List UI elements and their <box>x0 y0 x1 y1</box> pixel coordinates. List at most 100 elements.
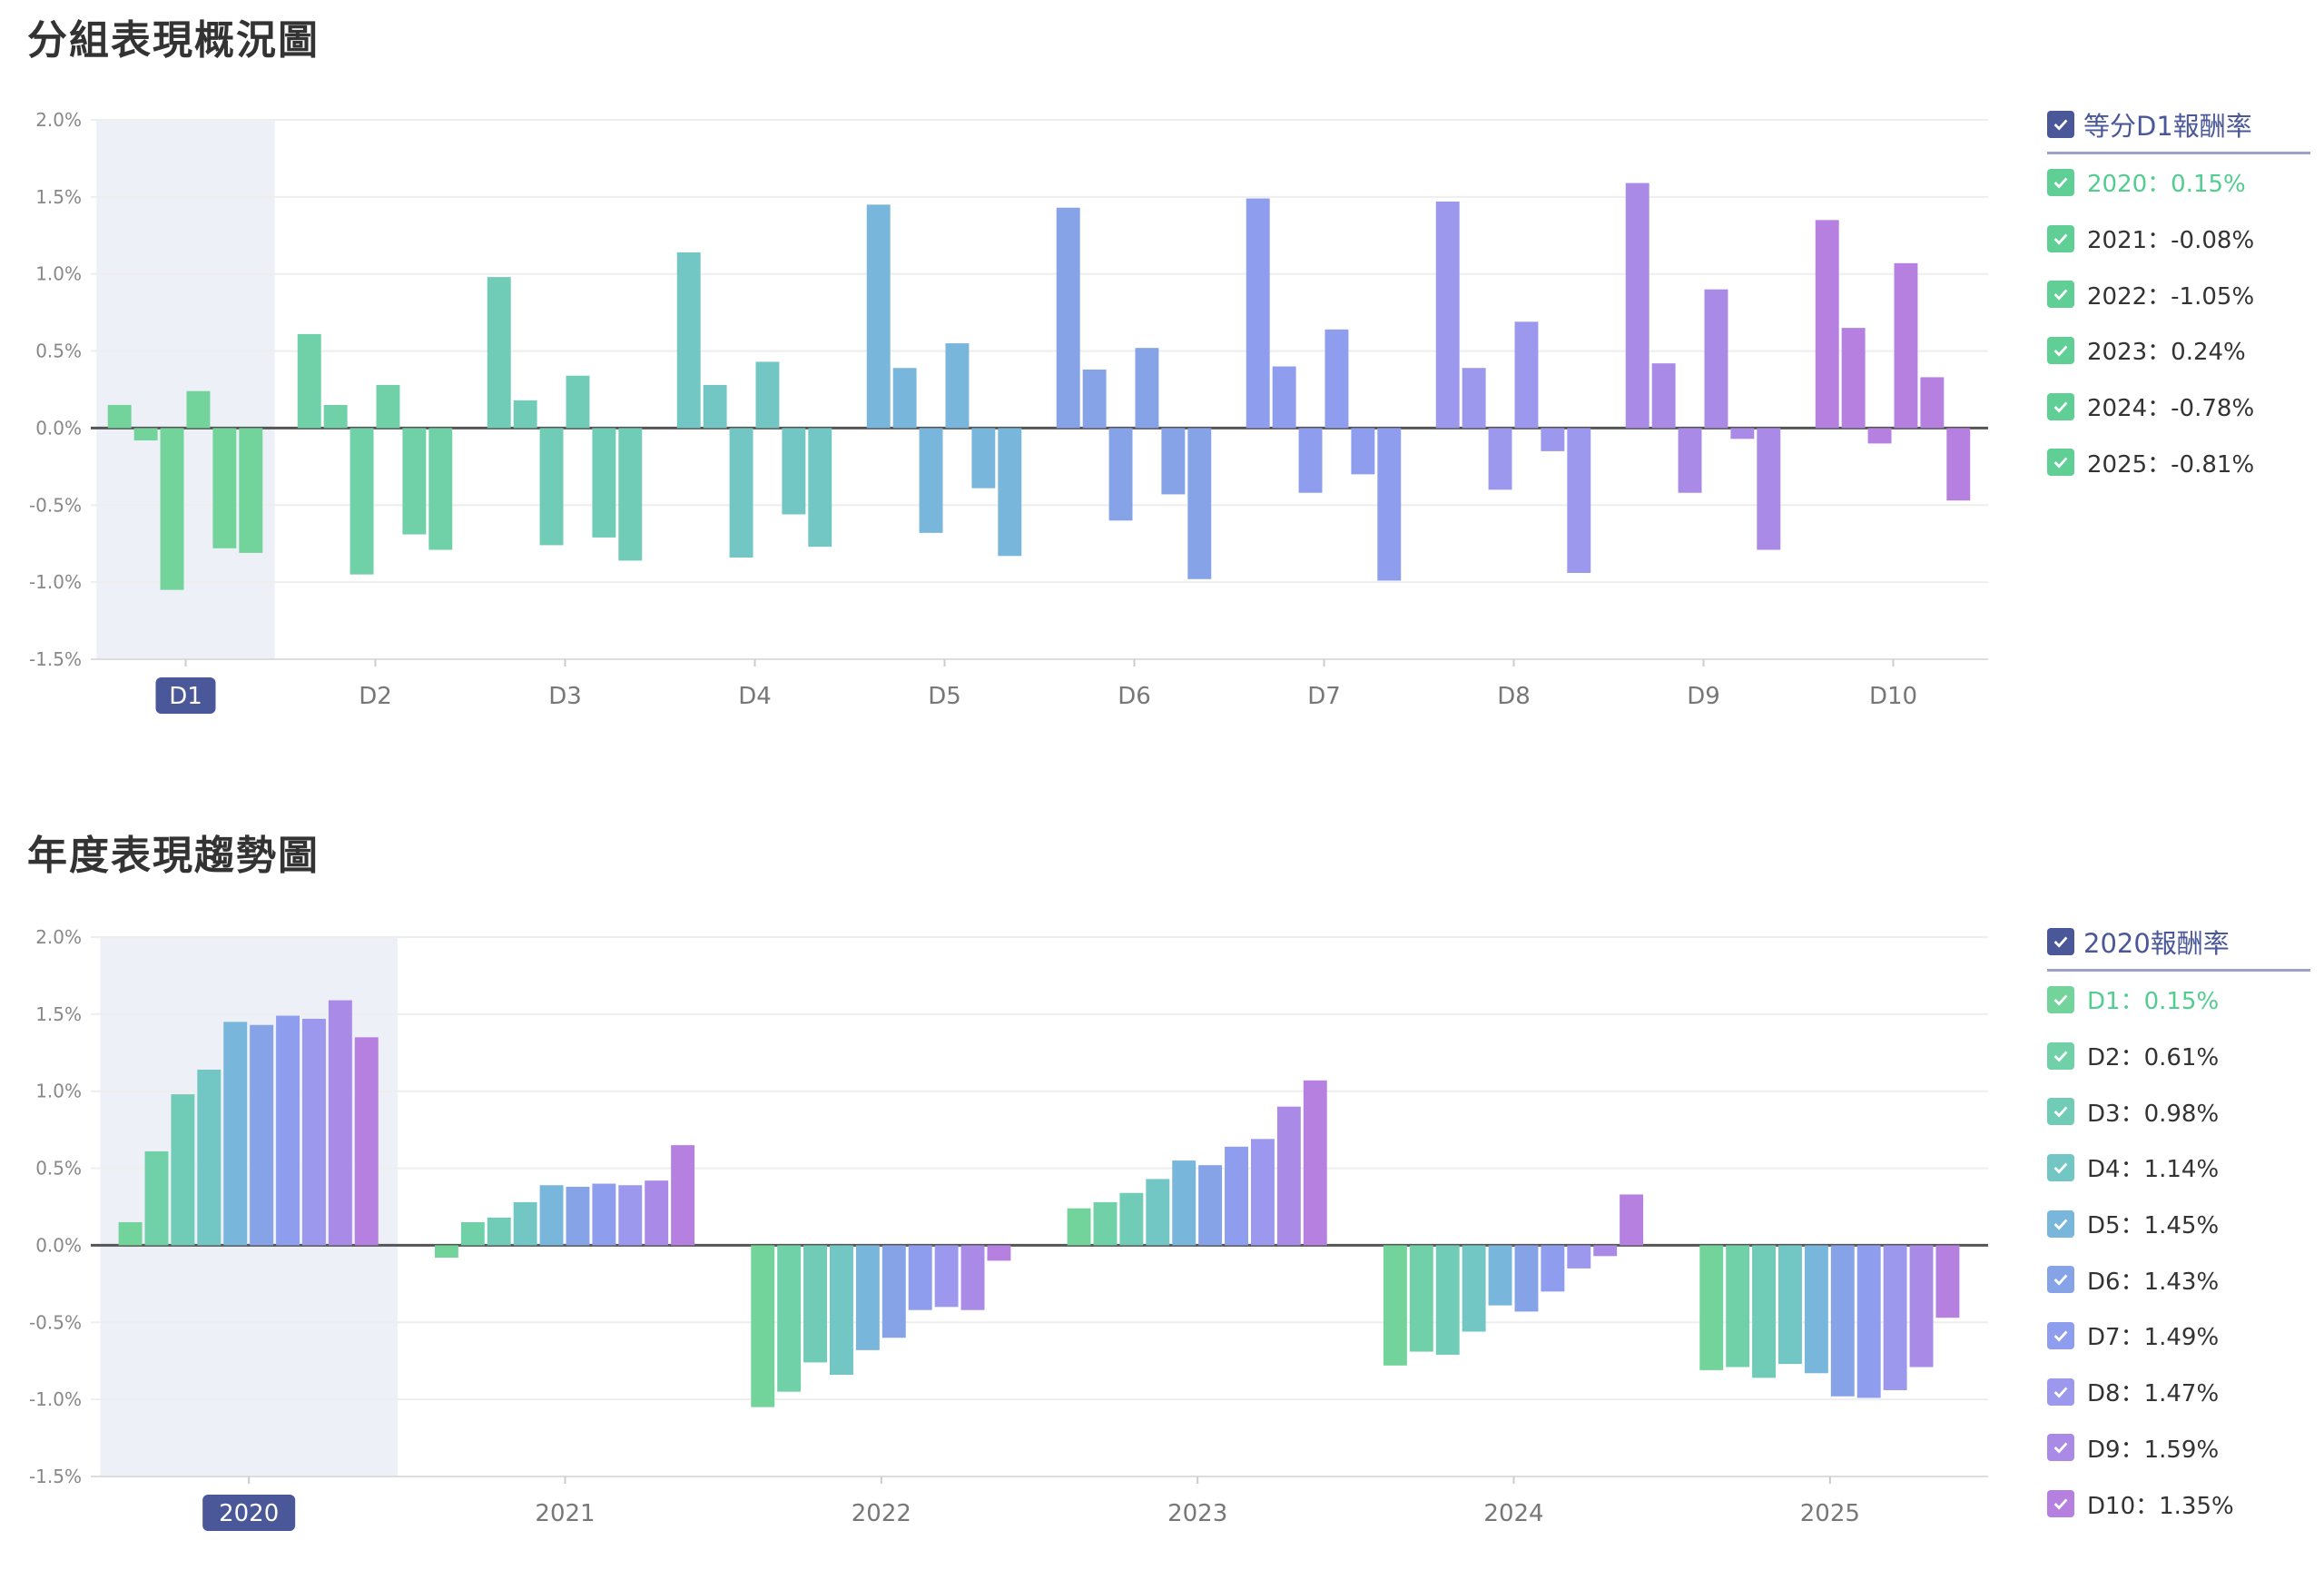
checkbox-checked-icon[interactable] <box>2047 224 2074 252</box>
bar-D6-2023[interactable] <box>1135 348 1159 429</box>
legend-header[interactable]: 等分D1報酬率 <box>2047 104 2310 154</box>
bar-2025-D2[interactable] <box>1726 1245 1750 1368</box>
checkbox-checked-icon[interactable] <box>2047 1210 2074 1238</box>
bar-2023-D9[interactable] <box>1276 1106 1301 1246</box>
legend-header[interactable]: 2020報酬率 <box>2047 922 2310 972</box>
legend-item[interactable]: D8：1.47% <box>2047 1364 2310 1420</box>
bar-D4-2025[interactable] <box>808 428 832 548</box>
bar-2020-D2[interactable] <box>144 1150 169 1246</box>
legend-item[interactable]: D1：0.15% <box>2047 972 2310 1028</box>
checkbox-checked-icon[interactable] <box>2047 1153 2074 1181</box>
bar-D2-2020[interactable] <box>297 333 321 429</box>
bar-2024-D2[interactable] <box>1409 1245 1433 1352</box>
header-checkbox-icon[interactable] <box>2047 111 2074 138</box>
bar-D1-2024[interactable] <box>212 428 237 548</box>
x-category-label-D7[interactable]: D7 <box>1307 683 1341 710</box>
bar-D9-2021[interactable] <box>1651 363 1676 429</box>
bar-2023-D10[interactable] <box>1303 1080 1327 1246</box>
bar-D5-2025[interactable] <box>998 428 1022 557</box>
legend-item[interactable]: D9：1.59% <box>2047 1420 2310 1476</box>
bar-D1-2023[interactable] <box>186 390 211 429</box>
bar-2023-D2[interactable] <box>1093 1201 1118 1246</box>
bar-D6-2024[interactable] <box>1161 428 1186 495</box>
bar-2020-D7[interactable] <box>276 1015 300 1246</box>
bar-2024-D1[interactable] <box>1383 1245 1407 1366</box>
bar-D3-2020[interactable] <box>487 277 511 429</box>
bar-2021-D3[interactable] <box>487 1217 511 1246</box>
x-category-label-2020[interactable]: 2020 <box>219 1500 279 1527</box>
bar-2025-D3[interactable] <box>1752 1245 1777 1378</box>
bar-D6-2025[interactable] <box>1187 428 1212 579</box>
x-category-label-D2[interactable]: D2 <box>359 683 392 710</box>
checkbox-checked-icon[interactable] <box>2047 168 2074 196</box>
bar-2022-D10[interactable] <box>987 1245 1011 1261</box>
x-category-label-2025[interactable]: 2025 <box>1800 1500 1860 1527</box>
x-category-label-D5[interactable]: D5 <box>928 683 961 710</box>
checkbox-checked-icon[interactable] <box>2047 1434 2074 1462</box>
bar-D10-2021[interactable] <box>1841 328 1866 429</box>
bar-D2-2021[interactable] <box>323 404 348 429</box>
checkbox-checked-icon[interactable] <box>2047 449 2074 477</box>
x-category-label-D6[interactable]: D6 <box>1118 683 1151 710</box>
bar-2025-D6[interactable] <box>1830 1245 1855 1397</box>
legend-item[interactable]: D2：0.61% <box>2047 1028 2310 1084</box>
bar-D2-2024[interactable] <box>402 428 427 535</box>
bar-D4-2024[interactable] <box>782 428 806 515</box>
legend-item[interactable]: D7：1.49% <box>2047 1308 2310 1364</box>
bar-2025-D5[interactable] <box>1804 1245 1828 1374</box>
bar-2025-D10[interactable] <box>1935 1245 1960 1318</box>
bar-2024-D8[interactable] <box>1567 1245 1591 1269</box>
bar-D4-2023[interactable] <box>755 361 780 429</box>
bar-D2-2025[interactable] <box>428 428 453 550</box>
active-category-badge[interactable] <box>202 1495 296 1531</box>
bar-D2-2022[interactable] <box>350 428 374 575</box>
bar-2024-D4[interactable] <box>1462 1245 1486 1332</box>
legend-item[interactable]: 2024：-0.78% <box>2047 379 2310 435</box>
bar-2024-D10[interactable] <box>1620 1194 1644 1246</box>
bar-D3-2022[interactable] <box>539 428 564 546</box>
bar-D8-2020[interactable] <box>1435 201 1460 429</box>
bar-D4-2020[interactable] <box>676 252 701 429</box>
bar-2020-D8[interactable] <box>301 1018 326 1246</box>
bar-2020-D1[interactable] <box>118 1221 143 1246</box>
checkbox-checked-icon[interactable] <box>2047 336 2074 364</box>
bar-2022-D9[interactable] <box>960 1245 985 1310</box>
legend-item[interactable]: D6：1.43% <box>2047 1251 2310 1308</box>
bar-D8-2023[interactable] <box>1514 321 1539 429</box>
bar-D3-2021[interactable] <box>513 400 537 429</box>
bar-2022-D3[interactable] <box>803 1245 828 1363</box>
bar-2022-D4[interactable] <box>830 1245 853 1375</box>
bar-D10-2024[interactable] <box>1920 377 1945 429</box>
bar-D5-2020[interactable] <box>866 204 891 429</box>
bar-D2-2023[interactable] <box>376 384 400 429</box>
x-category-label-D9[interactable]: D9 <box>1687 683 1720 710</box>
legend-item[interactable]: 2025：-0.81% <box>2047 434 2310 490</box>
bar-D6-2021[interactable] <box>1082 369 1107 429</box>
bar-D5-2021[interactable] <box>892 368 917 429</box>
bar-D7-2020[interactable] <box>1246 198 1270 429</box>
bar-2021-D2[interactable] <box>460 1221 485 1246</box>
bar-D9-2024[interactable] <box>1730 428 1755 439</box>
x-category-label-D4[interactable]: D4 <box>738 683 772 710</box>
bar-D5-2024[interactable] <box>971 428 996 489</box>
bar-D7-2021[interactable] <box>1272 366 1296 429</box>
x-category-label-2024[interactable]: 2024 <box>1483 1500 1543 1527</box>
bar-2023-D8[interactable] <box>1250 1139 1275 1246</box>
bar-2021-D1[interactable] <box>434 1245 458 1259</box>
bar-2023-D1[interactable] <box>1067 1208 1091 1246</box>
checkbox-checked-icon[interactable] <box>2047 1042 2074 1070</box>
bar-2025-D7[interactable] <box>1856 1245 1881 1398</box>
bar-D4-2021[interactable] <box>703 384 727 429</box>
bar-2023-D5[interactable] <box>1172 1160 1196 1246</box>
bar-2025-D4[interactable] <box>1778 1245 1802 1365</box>
bar-2024-D7[interactable] <box>1541 1245 1565 1292</box>
bar-D5-2023[interactable] <box>945 343 970 429</box>
bar-2022-D5[interactable] <box>855 1245 880 1350</box>
legend-item[interactable]: 2021：-0.08% <box>2047 211 2310 267</box>
bar-D7-2022[interactable] <box>1298 428 1323 493</box>
bar-D3-2025[interactable] <box>618 428 643 561</box>
bar-2023-D3[interactable] <box>1119 1192 1144 1246</box>
x-category-label-D10[interactable]: D10 <box>1869 683 1917 710</box>
active-category-badge[interactable] <box>155 677 216 714</box>
bar-2022-D2[interactable] <box>777 1245 802 1392</box>
